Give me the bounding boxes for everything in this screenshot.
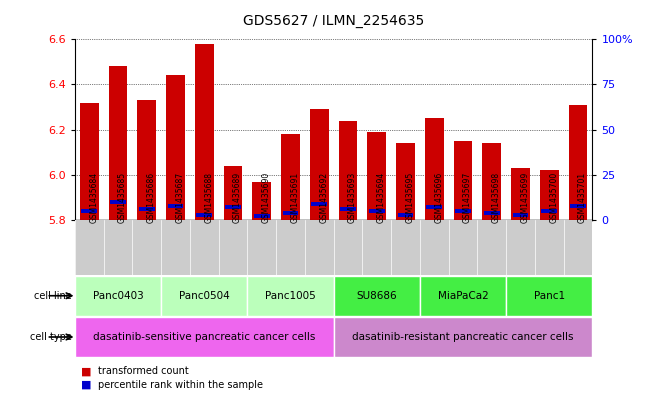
Bar <box>139 207 155 211</box>
Text: MiaPaCa2: MiaPaCa2 <box>437 291 488 301</box>
Text: GSM1435701: GSM1435701 <box>578 172 587 223</box>
Bar <box>398 213 413 217</box>
Bar <box>396 143 415 220</box>
Bar <box>109 66 128 220</box>
Text: dasatinib-sensitive pancreatic cancer cells: dasatinib-sensitive pancreatic cancer ce… <box>93 332 316 342</box>
Text: GSM1435691: GSM1435691 <box>290 172 299 223</box>
Bar <box>161 276 247 316</box>
Bar <box>540 170 559 220</box>
Text: GSM1435690: GSM1435690 <box>262 172 271 223</box>
Text: ■: ■ <box>81 366 92 376</box>
Text: GSM1435684: GSM1435684 <box>89 172 98 223</box>
Text: GSM1435699: GSM1435699 <box>521 172 529 223</box>
Text: GSM1435698: GSM1435698 <box>492 172 501 223</box>
Bar <box>484 211 500 215</box>
Text: Panc0403: Panc0403 <box>92 291 143 301</box>
Bar <box>420 276 506 316</box>
Bar <box>340 207 356 211</box>
Text: cell line: cell line <box>34 291 72 301</box>
Text: GSM1435696: GSM1435696 <box>434 172 443 223</box>
Text: GSM1435688: GSM1435688 <box>204 172 214 223</box>
Bar <box>281 134 300 220</box>
Bar <box>425 118 443 220</box>
Bar <box>166 75 185 220</box>
Text: GSM1435687: GSM1435687 <box>176 172 184 223</box>
Bar <box>367 132 386 220</box>
Text: GSM1435695: GSM1435695 <box>406 172 415 223</box>
Bar <box>137 100 156 220</box>
Bar <box>167 204 184 208</box>
Bar <box>339 121 357 220</box>
Bar <box>482 143 501 220</box>
Text: Panc1005: Panc1005 <box>265 291 316 301</box>
Bar <box>511 168 530 220</box>
Bar <box>512 213 529 217</box>
Bar <box>197 213 212 217</box>
Text: GSM1435697: GSM1435697 <box>463 172 472 223</box>
Bar <box>310 109 329 220</box>
Bar <box>454 141 473 220</box>
Text: GDS5627 / ILMN_2254635: GDS5627 / ILMN_2254635 <box>243 13 424 28</box>
Bar <box>455 209 471 213</box>
Text: ■: ■ <box>81 380 92 390</box>
Bar <box>75 317 333 357</box>
Bar <box>311 202 327 206</box>
Bar <box>75 276 161 316</box>
Bar <box>570 204 586 208</box>
Bar <box>253 182 271 220</box>
Bar <box>333 276 420 316</box>
Text: Panc1: Panc1 <box>534 291 565 301</box>
Text: cell type: cell type <box>30 332 72 342</box>
Text: transformed count: transformed count <box>98 366 188 376</box>
Bar <box>225 206 241 209</box>
Text: GSM1435694: GSM1435694 <box>377 172 386 223</box>
Bar <box>426 206 442 209</box>
Text: GSM1435700: GSM1435700 <box>549 172 559 223</box>
Bar <box>542 209 557 213</box>
Text: GSM1435689: GSM1435689 <box>233 172 242 223</box>
Bar <box>506 276 592 316</box>
Bar <box>81 209 97 213</box>
Bar <box>224 166 242 220</box>
Text: GSM1435685: GSM1435685 <box>118 172 127 223</box>
Text: GSM1435693: GSM1435693 <box>348 172 357 223</box>
Text: percentile rank within the sample: percentile rank within the sample <box>98 380 262 390</box>
Bar <box>333 317 592 357</box>
Bar <box>110 200 126 204</box>
Text: GSM1435692: GSM1435692 <box>319 172 328 223</box>
Text: GSM1435686: GSM1435686 <box>146 172 156 223</box>
Bar <box>369 209 385 213</box>
Bar <box>569 105 587 220</box>
Bar <box>80 103 98 220</box>
Text: dasatinib-resistant pancreatic cancer cells: dasatinib-resistant pancreatic cancer ce… <box>352 332 574 342</box>
Bar <box>283 211 298 215</box>
Bar <box>254 215 270 219</box>
Text: SU8686: SU8686 <box>357 291 397 301</box>
Bar <box>247 276 333 316</box>
Text: Panc0504: Panc0504 <box>179 291 230 301</box>
Bar <box>195 44 214 220</box>
